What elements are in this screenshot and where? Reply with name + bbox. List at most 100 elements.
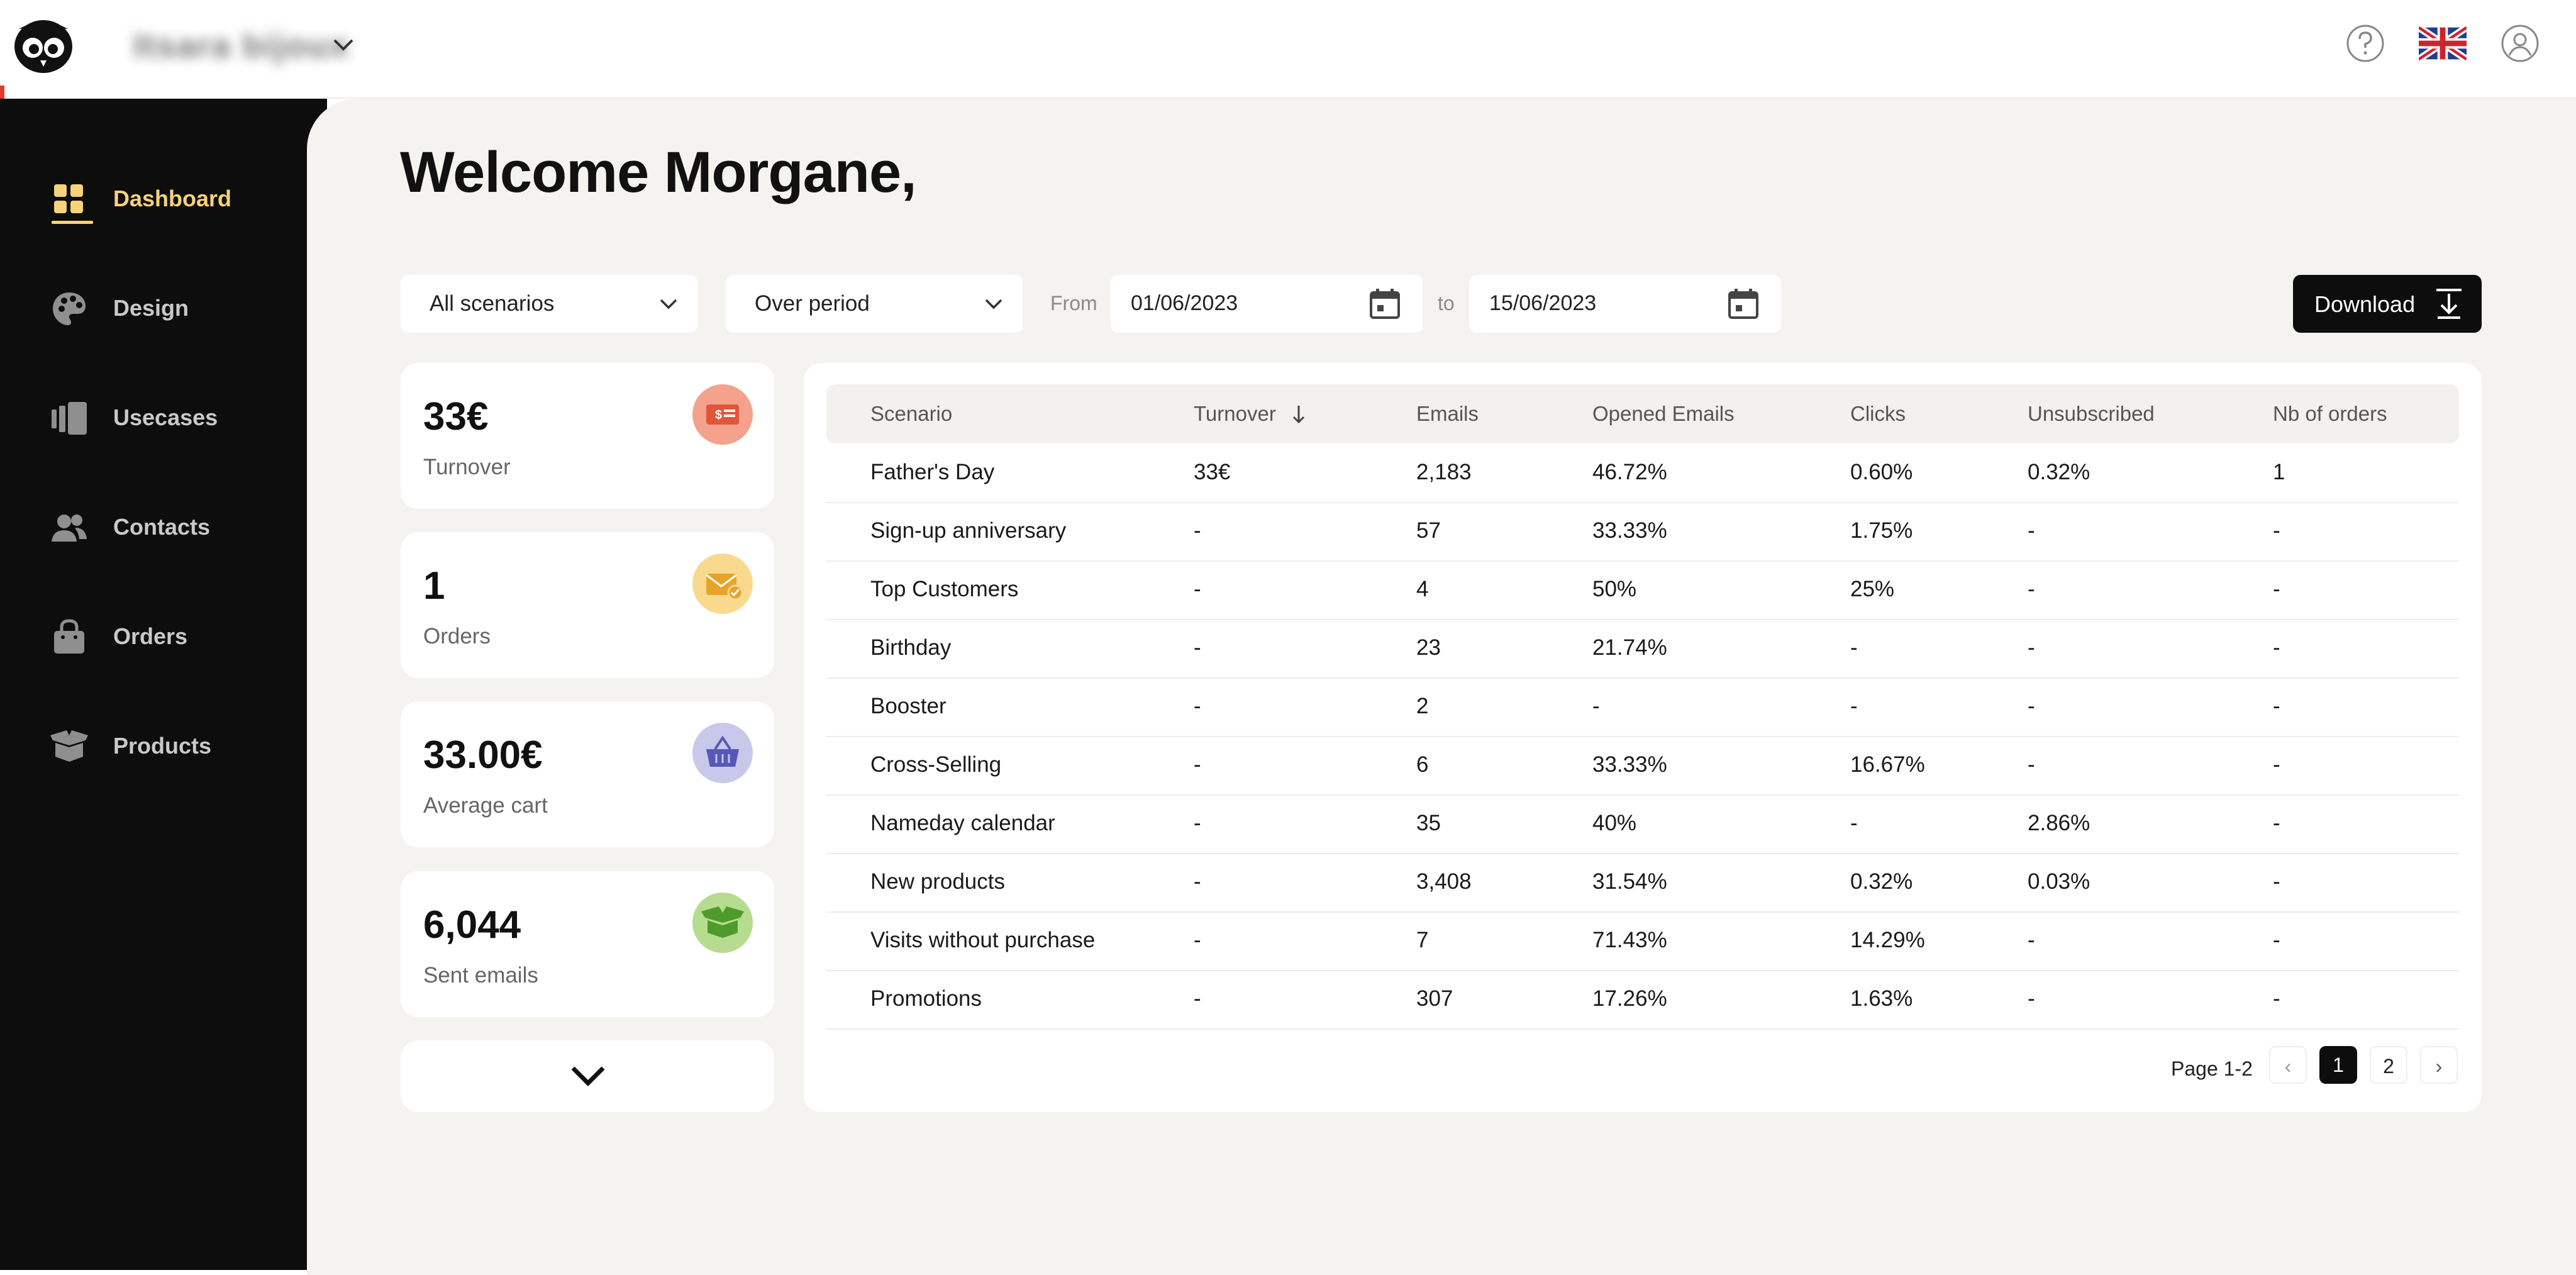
sidebar-item-label: Products [113,733,212,759]
calendar-icon[interactable] [1727,287,1760,320]
cell-clicks: 25% [1850,577,1895,601]
scenario-select-value: All scenarios [430,291,555,316]
cell-unsubscribed: - [2028,986,2035,1011]
show-more-button[interactable] [401,1040,774,1112]
cell-emails: 6 [1416,752,1429,777]
cell-nb-orders: - [2273,518,2280,543]
cell-turnover: - [1194,811,1201,835]
from-label: From [1050,292,1097,315]
column-header-nb-orders[interactable]: Nb of orders [2273,402,2387,425]
stat-label: Orders [423,624,491,649]
column-header-turnover[interactable]: Turnover [1194,402,1276,425]
column-header-unsubscribed[interactable]: Unsubscribed [2028,402,2155,425]
cell-opened-emails: 17.26% [1592,986,1667,1011]
calendar-icon[interactable] [1368,287,1401,320]
page-title: Welcome Morgane, [400,140,917,204]
cell-scenario: Nameday calendar [870,811,1055,835]
shop-name[interactable]: Itsara bijoux [133,27,350,65]
user-account-icon[interactable] [2501,24,2540,63]
stat-value: 33€ [423,395,489,438]
table-row[interactable]: Birthday - 23 21.74% - - - [826,619,2459,679]
sort-desc-arrow-icon[interactable] [1291,403,1307,426]
column-header-clicks[interactable]: Clicks [1850,402,1906,425]
table-row[interactable]: Father's Day 33€ 2,183 46.72% 0.60% 0.32% 1 [826,443,2459,503]
cell-emails: 35 [1416,811,1441,835]
open-box-icon [701,906,744,938]
from-date-value: 01/06/2023 [1131,291,1238,315]
page-1-button[interactable]: 1 [2319,1046,2357,1084]
scenario-select[interactable]: All scenarios [401,275,697,333]
cell-scenario: Birthday [870,635,952,660]
stat-label: Turnover [423,455,511,479]
prev-page-button[interactable]: ‹ [2269,1046,2307,1084]
table-row[interactable]: Cross-Selling - 6 33.33% 16.67% - - [826,736,2459,796]
sidebar-item-products[interactable]: Products [50,718,314,774]
owl-logo-icon[interactable] [13,16,74,74]
column-header-scenario[interactable]: Scenario [870,402,953,425]
cell-scenario: Cross-Selling [870,752,1002,777]
stat-badge: $ [692,384,753,445]
column-header-emails[interactable]: Emails [1416,402,1479,425]
stat-value: 6,044 [423,903,521,947]
basket-icon [706,735,739,767]
cell-scenario: Promotions [870,986,982,1011]
cell-scenario: New products [870,869,1005,894]
uk-flag-icon[interactable] [2419,25,2467,62]
period-select[interactable]: Over period [726,275,1023,333]
top-bar: Itsara bijoux [0,0,2576,99]
stat-card-turnover: 33€ Turnover $ [401,363,774,509]
cell-turnover: - [1194,986,1201,1011]
table-row[interactable]: Nameday calendar - 35 40% - 2.86% - [826,794,2459,854]
cell-unsubscribed: - [2028,518,2035,543]
table-header: Scenario Turnover Emails Opened Emails C… [826,384,2459,443]
envelope-check-icon [706,574,743,601]
column-header-opened-emails[interactable]: Opened Emails [1592,402,1735,425]
cell-opened-emails: 71.43% [1592,928,1667,952]
sidebar-item-label: Usecases [113,404,218,430]
sidebar-item-orders[interactable]: Orders [50,608,314,665]
chevron-down-icon[interactable] [332,36,355,54]
cell-clicks: 0.60% [1850,460,1913,484]
stat-card-orders: 1 Orders [401,532,774,678]
download-button[interactable]: Download [2293,275,2482,333]
cell-emails: 57 [1416,518,1441,543]
table-row[interactable]: New products - 3,408 31.54% 0.32% 0.03% - [826,853,2459,913]
sidebar: Dashboard Design Usecases Contacts [0,99,327,1270]
cell-opened-emails: 21.74% [1592,635,1667,660]
to-label: to [1438,292,1455,315]
cell-scenario: Top Customers [870,577,1019,601]
table-row[interactable]: Visits without purchase - 7 71.43% 14.29% - - [826,911,2459,971]
table-row[interactable]: Sign-up anniversary - 57 33.33% 1.75% - - [826,502,2459,562]
stat-badge [692,554,753,614]
sidebar-item-contacts[interactable]: Contacts [50,499,314,555]
help-icon[interactable] [2346,24,2385,63]
active-underline [52,221,93,224]
cell-nb-orders: - [2273,869,2280,894]
cell-turnover: - [1194,928,1201,952]
cell-emails: 2 [1416,694,1429,718]
scenario-table: Scenario Turnover Emails Opened Emails C… [804,363,2482,1112]
table-row[interactable]: Top Customers - 4 50% 25% - - [826,560,2459,620]
sidebar-item-dashboard[interactable]: Dashboard [50,170,314,227]
cell-turnover: 33€ [1194,460,1231,484]
cell-opened-emails: 33.33% [1592,518,1667,543]
table-row[interactable]: Booster - 2 - - - - [826,677,2459,737]
cell-opened-emails: 50% [1592,577,1637,601]
cell-turnover: - [1194,869,1201,894]
download-label: Download [2314,291,2416,317]
cell-turnover: - [1194,518,1201,543]
cell-unsubscribed: - [2028,928,2035,952]
cell-opened-emails: - [1592,694,1600,718]
stat-value: 1 [423,564,445,608]
to-date-field[interactable]: 15/06/2023 [1469,275,1781,333]
cell-nb-orders: - [2273,635,2280,660]
sidebar-item-design[interactable]: Design [50,280,314,337]
table-row[interactable]: Promotions - 307 17.26% 1.63% - - [826,970,2459,1030]
next-page-button[interactable]: › [2420,1046,2458,1084]
from-date-field[interactable]: 01/06/2023 [1111,275,1423,333]
page-2-button[interactable]: 2 [2370,1046,2407,1084]
usecases-icon [52,402,87,435]
invoice-icon: $ [706,404,739,425]
sidebar-item-usecases[interactable]: Usecases [50,389,314,446]
period-select-value: Over period [755,291,870,316]
